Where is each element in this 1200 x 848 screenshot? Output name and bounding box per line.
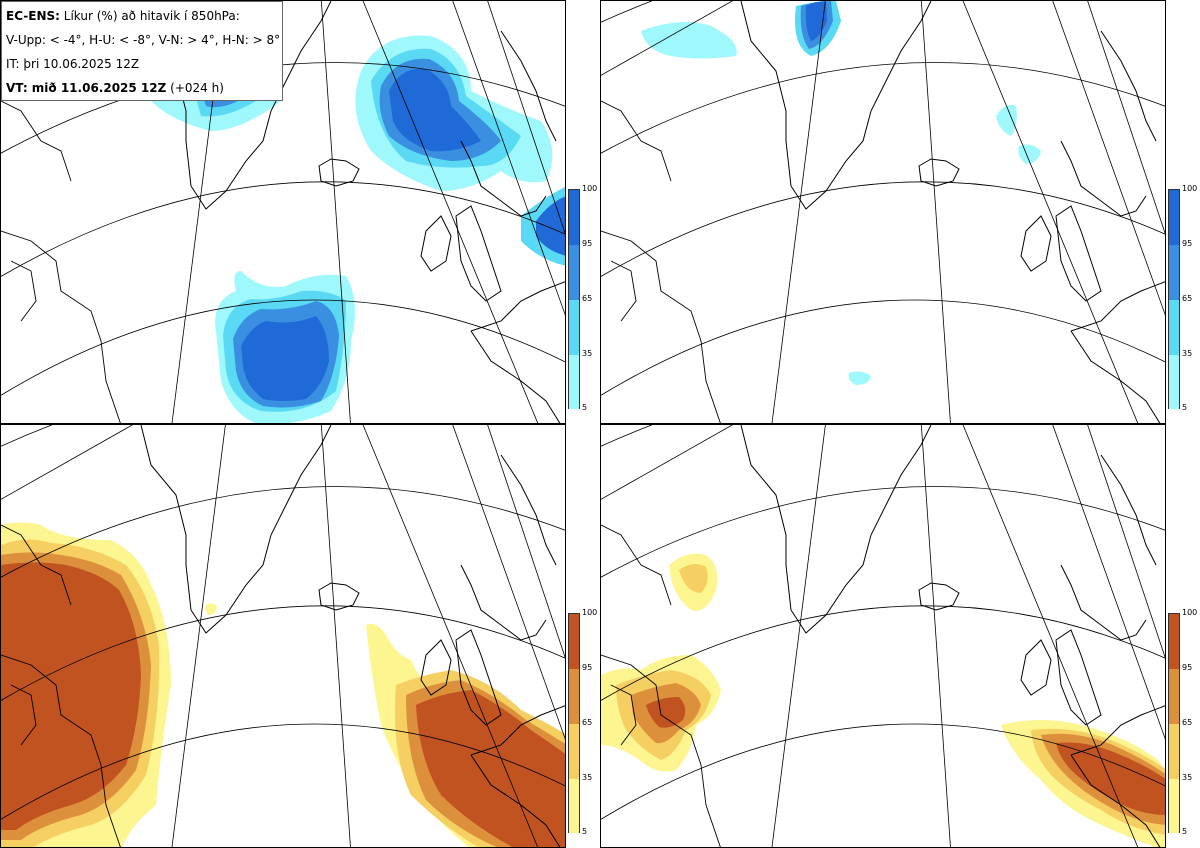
panel-warm-moderate — [0, 424, 566, 848]
probability-contour-warm_95 — [1, 562, 141, 830]
legend-tick-label: 65 — [582, 294, 593, 303]
legend-swatch — [569, 355, 579, 409]
legend-tick-label: 95 — [582, 663, 593, 672]
init-time: IT: þri 10.06.2025 12Z — [6, 57, 140, 71]
probability-contour-warm_95 — [416, 690, 565, 847]
product-title: Líkur (%) að hitavik í 850hPa: — [63, 9, 240, 23]
forecast-info-box: EC-ENS: Líkur (%) að hitavik í 850hPa: V… — [1, 1, 283, 101]
probability-contour-warm_95 — [1056, 742, 1165, 815]
probability-map — [601, 425, 1165, 847]
legend-swatch — [1169, 669, 1179, 724]
legend-tick-label: 35 — [582, 773, 593, 782]
legend-tick-label: 65 — [1182, 718, 1193, 727]
legend-tick-label: 35 — [582, 349, 593, 358]
legend-tick-label: 95 — [1182, 663, 1193, 672]
probability-contour-warm_5 — [205, 603, 217, 615]
probability-contour-cold_5 — [1018, 144, 1041, 164]
probability-contour-cold_5 — [996, 104, 1017, 136]
lead-time: (+024 h) — [170, 81, 224, 95]
legend-tick-label: 5 — [1182, 827, 1188, 836]
legend-tick-label: 95 — [1182, 239, 1193, 248]
warm-anomaly-area — [601, 553, 1165, 847]
legend-swatch — [569, 245, 579, 300]
legend-swatch — [569, 190, 579, 245]
panel-warm-strong — [600, 424, 1166, 848]
model-name: EC-ENS: — [6, 9, 60, 23]
legend-swatch — [1169, 779, 1179, 833]
warm-anomaly-area-west — [1, 522, 171, 847]
probability-contour-warm_35 — [679, 564, 708, 593]
probability-contour-cold_5 — [848, 371, 871, 385]
legend-swatch — [569, 669, 579, 724]
legend-cold-top-right: 100 95 65 35 5 — [1168, 185, 1200, 412]
legend-tick-label: 5 — [582, 403, 588, 412]
legend-swatch — [569, 614, 579, 669]
legend-tick-label: 35 — [1182, 773, 1193, 782]
probability-map — [1, 425, 565, 847]
valid-time: VT: mið 11.06.2025 12Z — [6, 81, 167, 95]
probability-contour-cold_95 — [389, 68, 481, 152]
legend-cold-top-left: 100 95 65 35 5 — [568, 185, 600, 412]
cold-anomaly-area-south — [215, 271, 355, 423]
legend-swatch — [1169, 724, 1179, 779]
legend-tick-label: 95 — [582, 239, 593, 248]
cold-anomaly-area — [641, 1, 1041, 385]
legend-tick-label: 100 — [582, 184, 598, 193]
legend-tick-label: 65 — [1182, 294, 1193, 303]
legend-swatch — [1169, 614, 1179, 669]
legend-tick-label: 65 — [582, 718, 593, 727]
probability-map — [601, 1, 1165, 423]
legend-swatch — [1169, 355, 1179, 409]
legend-swatch — [569, 300, 579, 355]
warm-anomaly-area-east — [205, 603, 565, 847]
legend-swatch — [1169, 300, 1179, 355]
legend-swatch — [1169, 190, 1179, 245]
probability-contour-warm_95 — [646, 697, 686, 728]
probability-contour-cold_5 — [641, 22, 737, 59]
probability-contour-cold_95 — [241, 316, 329, 401]
threshold-definitions: V-Upp: < -4°, H-U: < -8°, V-N: > 4°, H-N… — [6, 33, 281, 47]
legend-tick-label: 100 — [1182, 184, 1198, 193]
panel-cold-strong — [600, 0, 1166, 424]
panel-cold-moderate: EC-ENS: Líkur (%) að hitavik í 850hPa: V… — [0, 0, 566, 424]
legend-tick-label: 100 — [1182, 608, 1198, 617]
legend-tick-label: 5 — [1182, 403, 1188, 412]
legend-tick-label: 100 — [582, 608, 598, 617]
legend-tick-label: 35 — [1182, 349, 1193, 358]
legend-swatch — [569, 779, 579, 833]
legend-warm-bottom-right: 100 95 65 35 5 — [1168, 609, 1200, 836]
legend-tick-label: 5 — [582, 827, 588, 836]
legend-swatch — [1169, 245, 1179, 300]
legend-warm-bottom-left: 100 95 65 35 5 — [568, 609, 600, 836]
legend-swatch — [569, 724, 579, 779]
